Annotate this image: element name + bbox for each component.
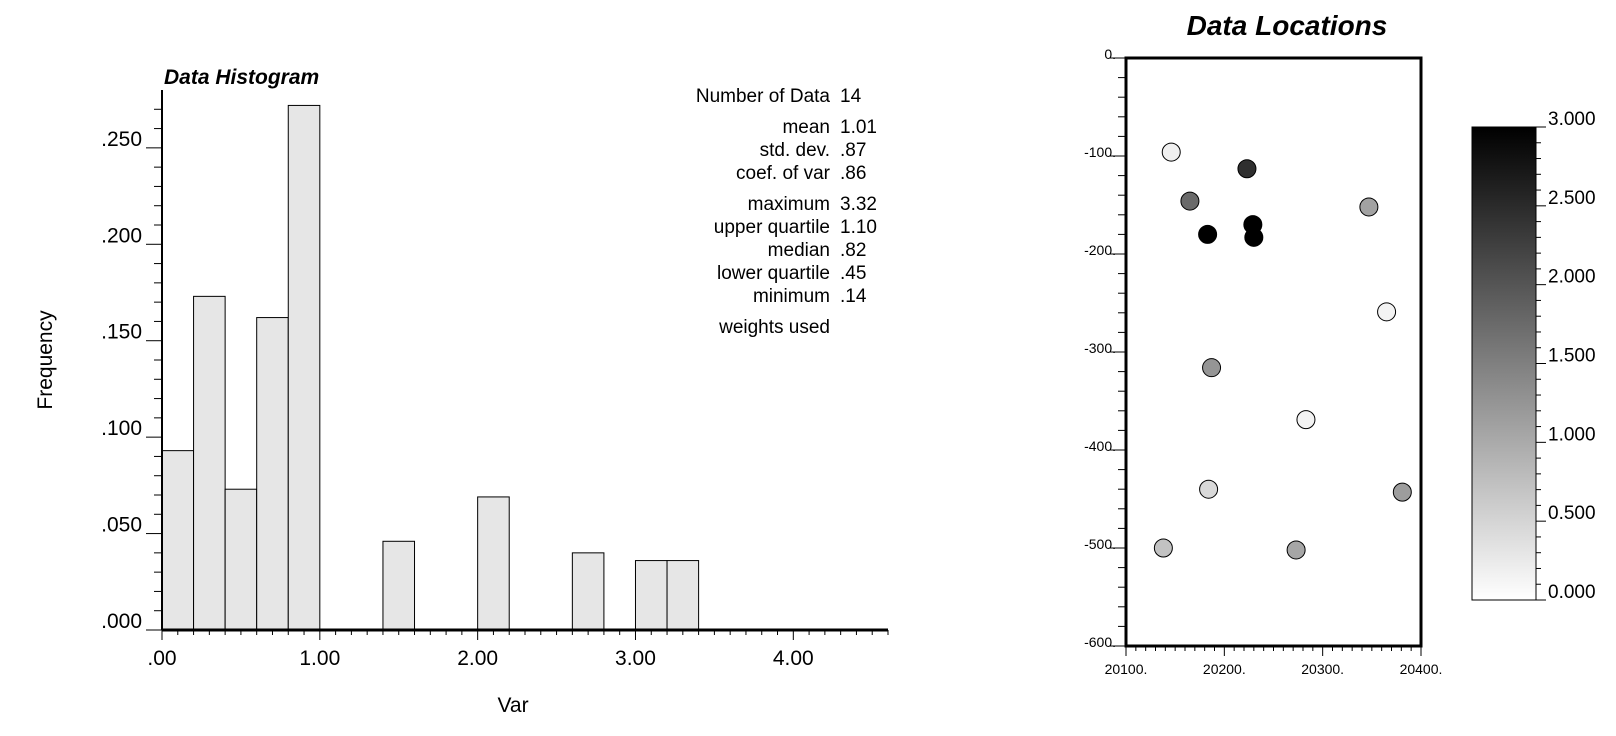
histogram-x-tick-label: 2.00 xyxy=(457,647,498,670)
histogram-x-tick-label: 4.00 xyxy=(773,647,814,670)
location-map-title: Data Locations xyxy=(1187,10,1388,41)
stat-label: coef. of var xyxy=(736,163,830,184)
stat-label: Number of Data xyxy=(695,86,830,107)
stat-value: .45 xyxy=(840,263,867,284)
data-location-point xyxy=(1359,197,1379,217)
histogram-bar xyxy=(477,496,510,631)
data-location-point xyxy=(1199,479,1219,499)
color-scale-tick-label: 1.000 xyxy=(1548,424,1596,445)
data-location-point xyxy=(1296,410,1316,430)
stat-value: 1.01 xyxy=(840,117,877,138)
color-scale-gradient xyxy=(1471,126,1537,601)
histogram-bar xyxy=(571,552,605,631)
histogram-y-tick-label: .200 xyxy=(101,224,142,247)
histogram-bar xyxy=(256,317,289,631)
stat-row: upper quartile 1.10 xyxy=(640,217,940,240)
histogram-title: Data Histogram xyxy=(164,66,319,89)
stat-value: .87 xyxy=(840,140,867,161)
location-map-x-tick-label: 20400. xyxy=(1400,661,1443,677)
histogram-y-tick-label: .000 xyxy=(101,610,142,633)
location-map-x-tick-label: 20200. xyxy=(1203,661,1246,677)
color-scale-tick-label: 0.000 xyxy=(1548,582,1596,603)
stat-value: 1.10 xyxy=(840,217,877,238)
data-location-point xyxy=(1198,224,1218,244)
color-scale-tick-label: 1.500 xyxy=(1548,346,1596,367)
histogram-y-axis-label: Frequency xyxy=(34,310,57,410)
stat-label: mean xyxy=(782,117,830,138)
histogram-bar xyxy=(161,450,195,631)
histogram-y-tick-label: .150 xyxy=(101,321,142,344)
stat-row: lower quartile .45 xyxy=(640,263,940,286)
histogram-bar xyxy=(224,488,258,631)
data-location-point xyxy=(1392,482,1412,502)
stat-label: weights used xyxy=(719,317,830,338)
location-map-y-tick-label: -300. xyxy=(1084,340,1116,356)
stat-label: maximum xyxy=(747,194,830,215)
stat-value: 14 xyxy=(840,86,862,107)
stat-label: minimum xyxy=(752,286,830,307)
stat-value: 3.32 xyxy=(840,194,877,215)
data-location-point xyxy=(1377,302,1397,322)
color-scale-tick-label: 2.000 xyxy=(1548,267,1596,288)
data-location-point xyxy=(1180,191,1200,211)
data-location-point xyxy=(1237,159,1257,179)
stat-label: lower quartile xyxy=(717,263,830,284)
histogram-bar xyxy=(666,560,700,631)
histogram-bar xyxy=(193,295,226,631)
location-map-y-tick-label: -400. xyxy=(1084,438,1116,454)
stat-label: median xyxy=(767,240,830,261)
stat-value: .86 xyxy=(840,163,867,184)
stat-row: median .82 xyxy=(640,240,940,263)
histogram-x-tick-label: .00 xyxy=(147,647,176,670)
data-location-point xyxy=(1153,538,1173,558)
color-scale-bar: 3.000 2.500 2.000 1.500 1.000 0.500 0.000 xyxy=(1471,109,1596,603)
histogram-axes: .00 1.00 2.00 3.00 4.00 .000 .050 .100 .150 .200.… xyxy=(101,90,889,670)
histogram-x-axis-label: Var xyxy=(497,694,528,717)
stat-value: .82 xyxy=(840,240,867,261)
location-map-points xyxy=(1153,142,1412,560)
stat-row: minimum .14 xyxy=(640,286,940,309)
color-scale-tick-label: 3.000 xyxy=(1548,109,1596,130)
location-map-y-tick-label: -600. xyxy=(1084,634,1116,650)
color-scale-tick-label: 2.500 xyxy=(1548,188,1596,209)
histogram-y-tick-label: .050 xyxy=(101,514,142,537)
histogram-bar xyxy=(382,540,416,631)
summary-statistics-panel: Number of Data 14 mean 1.01 std. dev. .87 coef… xyxy=(640,86,940,340)
location-map-y-tick-label: -500. xyxy=(1084,536,1116,552)
location-map-y-tick-label: 0. xyxy=(1104,46,1116,62)
data-location-point xyxy=(1244,227,1264,247)
location-map-x-tick-label: 20100. xyxy=(1105,661,1148,677)
stat-row: std. dev. .87 xyxy=(640,140,940,163)
histogram-bars xyxy=(161,104,700,631)
histogram-bar xyxy=(287,104,321,631)
stat-row: mean 1.01 xyxy=(640,117,940,140)
stat-label: upper quartile xyxy=(713,217,830,238)
data-location-point xyxy=(1286,540,1306,560)
histogram-bar xyxy=(634,560,668,631)
histogram-y-tick-label: .250 xyxy=(101,128,142,151)
stat-label: std. dev. xyxy=(759,140,830,161)
location-map-y-tick-label: -200. xyxy=(1084,242,1116,258)
location-map-x-tick-label: 20300. xyxy=(1301,661,1344,677)
location-map-y-tick-label: -100. xyxy=(1084,144,1116,160)
histogram-x-tick-label: 1.00 xyxy=(299,647,340,670)
color-scale-tick-label: 0.500 xyxy=(1548,503,1596,524)
histogram-x-tick-label: 3.00 xyxy=(615,647,656,670)
stat-row: maximum 3.32 xyxy=(640,194,940,217)
data-location-point xyxy=(1202,358,1222,378)
data-location-point xyxy=(1161,142,1181,162)
stat-row: coef. of var .86 xyxy=(640,163,940,186)
stat-value: .14 xyxy=(840,286,867,307)
stat-row: Number of Data 14 xyxy=(640,86,940,109)
histogram-y-tick-label: .100 xyxy=(101,417,142,440)
location-map-axes: 0. -100. -200. -300. -400. -500. -600. 20100. 20… xyxy=(1084,46,1442,677)
stat-row: weights used xyxy=(640,317,940,340)
